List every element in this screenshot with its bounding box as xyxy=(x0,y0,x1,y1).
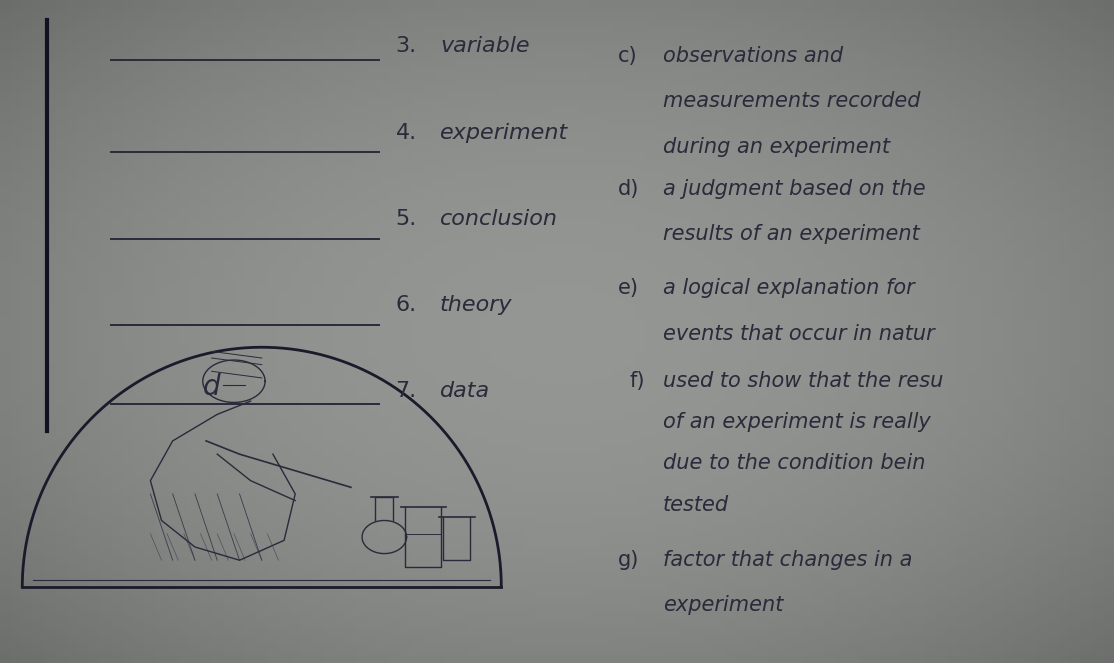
Text: a judgment based on the: a judgment based on the xyxy=(663,179,926,199)
Text: during an experiment: during an experiment xyxy=(663,137,890,156)
Text: observations and: observations and xyxy=(663,46,843,66)
Text: f): f) xyxy=(629,371,645,391)
Text: 5.: 5. xyxy=(395,209,417,229)
Text: a logical explanation for: a logical explanation for xyxy=(663,278,915,298)
Text: conclusion: conclusion xyxy=(440,209,558,229)
Text: 6.: 6. xyxy=(395,295,417,315)
Text: theory: theory xyxy=(440,295,512,315)
Text: data: data xyxy=(440,381,490,401)
Text: d: d xyxy=(203,373,221,401)
Text: events that occur in natur: events that occur in natur xyxy=(663,324,935,343)
Text: e): e) xyxy=(618,278,639,298)
Text: tested: tested xyxy=(663,495,729,514)
Text: 4.: 4. xyxy=(395,123,417,143)
Text: results of an experiment: results of an experiment xyxy=(663,224,919,244)
Text: of an experiment is really: of an experiment is really xyxy=(663,412,930,432)
Text: factor that changes in a: factor that changes in a xyxy=(663,550,912,570)
Text: due to the condition bein: due to the condition bein xyxy=(663,453,926,473)
Text: experiment: experiment xyxy=(663,595,783,615)
Text: experiment: experiment xyxy=(440,123,568,143)
Text: variable: variable xyxy=(440,36,529,56)
Text: 3.: 3. xyxy=(395,36,417,56)
Text: d): d) xyxy=(618,179,639,199)
Text: g): g) xyxy=(618,550,639,570)
Text: measurements recorded: measurements recorded xyxy=(663,91,920,111)
Text: used to show that the resu: used to show that the resu xyxy=(663,371,944,391)
Text: 7.: 7. xyxy=(395,381,417,401)
Text: c): c) xyxy=(618,46,638,66)
